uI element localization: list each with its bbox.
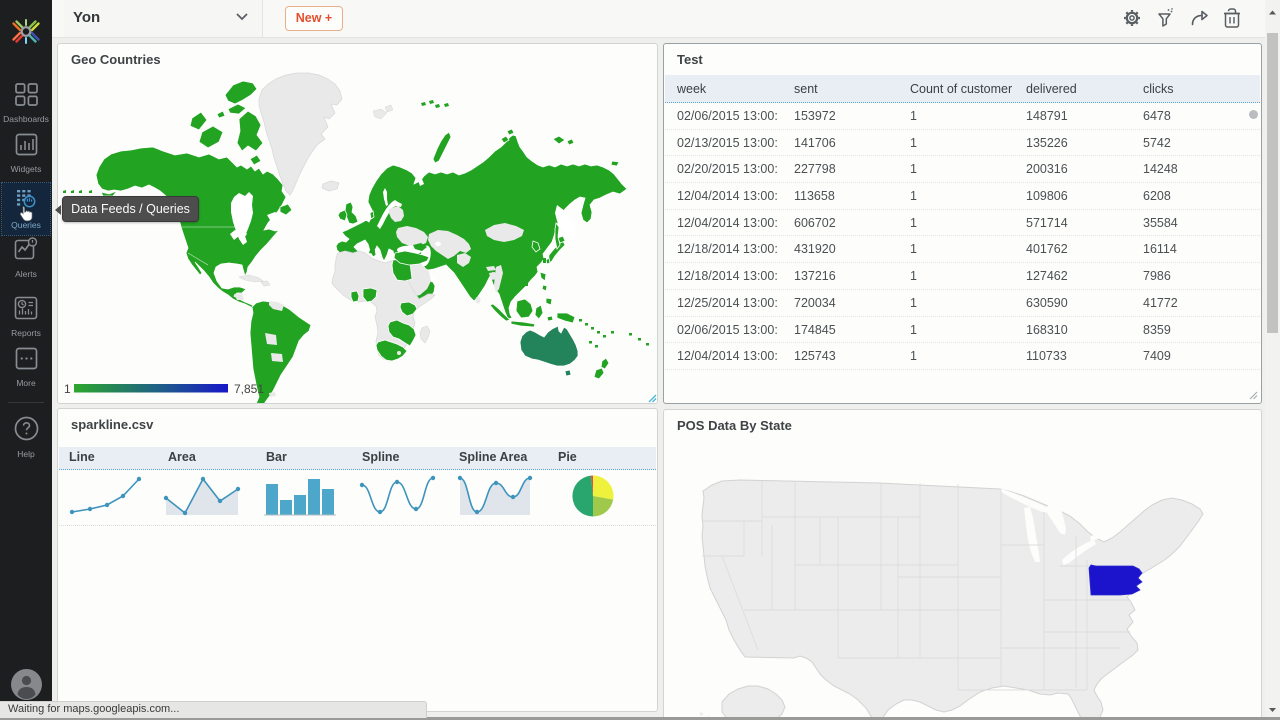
svg-text:7,851: 7,851 bbox=[234, 382, 264, 396]
svg-text:1: 1 bbox=[64, 382, 71, 396]
